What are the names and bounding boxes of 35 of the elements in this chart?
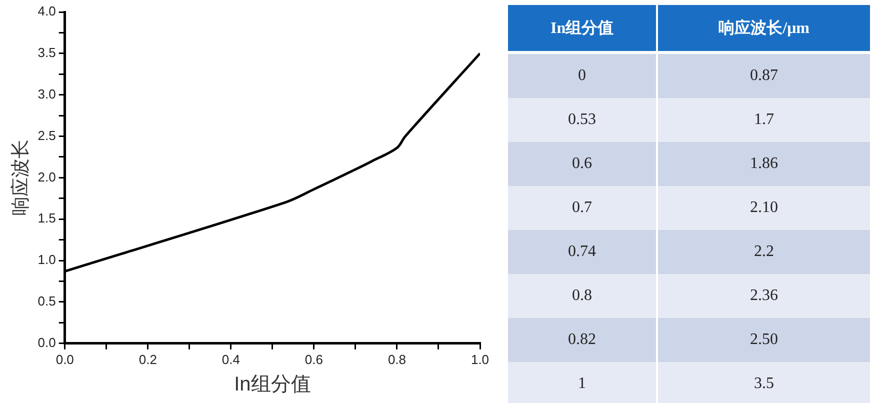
text: 1.86 — [657, 142, 871, 186]
y-tick-label: 3.0 — [38, 86, 56, 102]
text: 0.82 — [508, 318, 658, 362]
x-tick-label: 0.6 — [304, 352, 323, 367]
x-tick-label: 1.0 — [470, 352, 490, 367]
x-tick-label: 0.2 — [138, 352, 157, 367]
text: 1.7 — [657, 98, 871, 142]
text: 响应波长/μm — [657, 5, 871, 52]
y-tick-label: 0.0 — [38, 334, 56, 350]
text: In组分值 — [508, 5, 658, 52]
text: 2.10 — [657, 186, 871, 230]
text: 0.87 — [657, 52, 871, 98]
text: 0.7 — [508, 186, 658, 230]
y-tick-label: 1.0 — [38, 252, 56, 268]
text: 3.5 — [657, 362, 871, 403]
text: 2.2 — [657, 230, 871, 274]
text: 0.6 — [508, 142, 658, 186]
text: 2.50 — [657, 318, 871, 362]
text: 0.8 — [508, 274, 658, 318]
y-axis-title: 响应波长 — [10, 140, 32, 216]
x-axis-title: In组分值 — [234, 374, 311, 396]
x-tick-label: 0.8 — [388, 352, 406, 367]
y-tick-label: 0.5 — [38, 294, 56, 309]
y-tick-label: 3.5 — [38, 45, 56, 60]
text: 0 — [508, 52, 658, 98]
text: 0.53 — [508, 98, 658, 142]
y-tick-label: 2.5 — [38, 128, 56, 143]
text: 1 — [508, 362, 658, 403]
y-tick-label: 1.5 — [38, 210, 56, 226]
x-tick-label: 0.0 — [56, 352, 74, 367]
text: 0.74 — [508, 230, 658, 274]
y-tick-label: 4.0 — [38, 4, 56, 19]
x-tick-label: 0.4 — [222, 352, 240, 367]
text: 2.36 — [657, 274, 871, 318]
y-tick-label: 2.0 — [38, 169, 56, 184]
